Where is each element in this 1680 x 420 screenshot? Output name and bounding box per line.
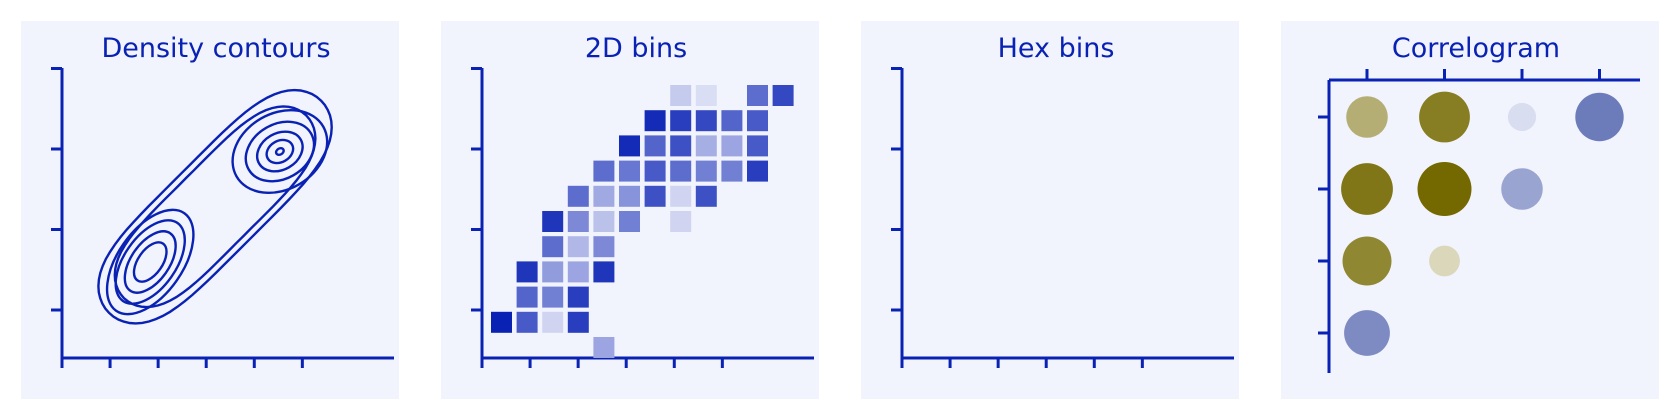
bin-cell <box>670 211 692 232</box>
bin-cell <box>542 261 564 283</box>
contour-line <box>244 120 316 183</box>
bin-cell <box>721 110 743 132</box>
correlation-dot <box>1341 163 1393 215</box>
contour-line <box>105 208 195 316</box>
panel-hex-bins: Hex bins <box>861 21 1239 399</box>
bin-cell <box>567 261 589 283</box>
bin-cell <box>593 211 615 232</box>
panel-background <box>861 21 1239 399</box>
correlation-dot <box>1417 162 1472 216</box>
correlation-dot <box>1419 91 1470 143</box>
contour-line <box>123 230 177 294</box>
panel-density-contours: Density contours <box>21 21 399 399</box>
contour-line <box>231 108 329 195</box>
panel-2d-bins: 2D bins <box>441 21 819 399</box>
panel-background <box>441 21 819 399</box>
bin-cell <box>593 160 615 182</box>
contour-line <box>114 219 186 305</box>
bin-cell <box>695 185 717 207</box>
bin-cell <box>695 135 717 157</box>
bin-cell <box>593 337 615 358</box>
bin-cell <box>593 236 615 258</box>
bin-cell <box>542 286 564 308</box>
bin-cell <box>721 135 743 157</box>
bin-cell <box>542 311 564 333</box>
bin-cell <box>721 160 743 182</box>
bin-cell <box>491 311 512 333</box>
bin-cell <box>695 110 717 132</box>
bin-cell <box>593 185 615 207</box>
panel-title: Hex bins <box>998 33 1115 64</box>
bin-cell <box>747 110 768 132</box>
bin-cell <box>747 85 768 106</box>
contour-line <box>265 138 295 165</box>
panel-background <box>1281 21 1659 399</box>
bin-cell <box>619 160 640 182</box>
bin-cell <box>747 135 768 157</box>
correlation-dot <box>1342 236 1392 286</box>
bin-cell <box>670 185 692 207</box>
bin-cell <box>516 286 538 308</box>
correlation-dot <box>1346 96 1388 138</box>
bin-cell <box>772 85 794 106</box>
bin-cell <box>644 135 666 157</box>
correlation-dot <box>1344 310 1390 356</box>
bin-cell <box>695 160 717 182</box>
correlation-dot <box>1429 245 1460 277</box>
panel-title: 2D bins <box>585 33 687 64</box>
panel-background <box>21 21 399 399</box>
bin-cell <box>516 261 538 283</box>
bin-cell <box>644 160 666 182</box>
bin-cell <box>670 85 692 106</box>
bin-cell <box>695 85 717 106</box>
correlation-dot <box>1575 92 1624 142</box>
bin-cell <box>567 185 589 207</box>
bin-cell <box>644 110 666 132</box>
bin-cell <box>644 185 666 207</box>
bin-cell <box>670 110 692 132</box>
contour-line <box>97 88 333 325</box>
bin-cell <box>516 311 538 333</box>
correlation-dot <box>1501 168 1543 210</box>
contour-line <box>255 130 304 173</box>
bin-cell <box>747 160 768 182</box>
contour-line <box>274 146 285 157</box>
bin-cell <box>542 211 564 232</box>
bin-cell <box>619 185 640 207</box>
panel-title: Density contours <box>101 33 330 64</box>
bin-cell <box>567 211 589 232</box>
bin-cell <box>619 211 640 232</box>
panel-title: Correlogram <box>1392 33 1560 64</box>
bin-cell <box>567 286 589 308</box>
bin-cell <box>670 160 692 182</box>
bin-cell <box>593 261 615 283</box>
bin-cell <box>670 135 692 157</box>
correlation-dot <box>1507 102 1537 132</box>
contour-line <box>132 241 168 283</box>
bin-cell <box>567 236 589 258</box>
bin-cell <box>567 311 589 333</box>
bin-cell <box>542 236 564 258</box>
panel-correlogram: Correlogram <box>1281 21 1659 399</box>
bin-cell <box>619 135 640 157</box>
